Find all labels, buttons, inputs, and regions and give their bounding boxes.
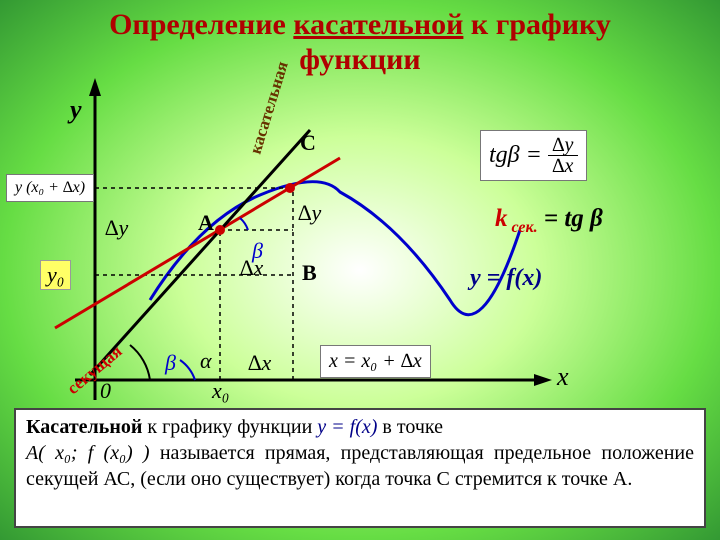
ksec-k: k xyxy=(495,205,508,232)
alpha-arc xyxy=(130,345,150,380)
x0-label: x₀ xyxy=(212,378,229,404)
definition-box: Касательной к графику функции y = f(x) в… xyxy=(14,408,706,528)
tangent-line xyxy=(90,130,310,375)
c-label: C xyxy=(300,130,316,156)
secant-line xyxy=(55,158,340,328)
x-arrow xyxy=(534,374,552,386)
slide: Определение касательной к графику функци… xyxy=(0,0,720,540)
y0-box: y₀ xyxy=(40,260,71,290)
dx-bottom-label: ∆x xyxy=(248,350,271,376)
def-t3: в точке xyxy=(382,416,443,438)
y-label: y xyxy=(70,95,82,125)
ksec-sub: сек. xyxy=(508,219,538,236)
yx0dx-box: y (x₀ + ∆x) xyxy=(6,174,94,202)
tangent-word: касательная xyxy=(246,59,292,156)
point-c xyxy=(285,183,295,193)
ksec-eq: = tg β xyxy=(538,205,603,232)
tg-left: tgβ = xyxy=(489,142,542,169)
def-t4: А( x₀; f (x₀) ) xyxy=(26,442,150,464)
alpha-label: α xyxy=(200,348,212,374)
tg-formula-box: tgβ = ∆y ∆x xyxy=(480,130,587,181)
y-arrow xyxy=(89,78,101,96)
point-a xyxy=(215,225,225,235)
origin-label: 0 xyxy=(100,378,111,404)
a-label: A xyxy=(198,210,214,236)
tg-num: ∆y xyxy=(552,135,573,155)
Dy-label: ∆y xyxy=(105,215,128,241)
dy-label: ∆y xyxy=(298,200,321,226)
x-label: x xyxy=(557,362,569,392)
tg-den: ∆x xyxy=(552,156,573,176)
beta-arc2 xyxy=(180,360,195,380)
def-t2: к графику функции xyxy=(147,416,317,438)
beta-arc xyxy=(240,218,248,230)
beta2-label: β xyxy=(165,350,176,376)
ksec-formula: k сек. = tg β xyxy=(495,205,603,237)
def-fx: y = f(x) xyxy=(317,416,377,438)
def-kw: Касательной xyxy=(26,416,142,438)
dx-mid-label: ∆x xyxy=(240,255,263,281)
xdx-box: x = x₀ + ∆x xyxy=(320,345,431,378)
fx-label: y = f(x) xyxy=(470,265,542,292)
b-label: B xyxy=(302,260,317,286)
